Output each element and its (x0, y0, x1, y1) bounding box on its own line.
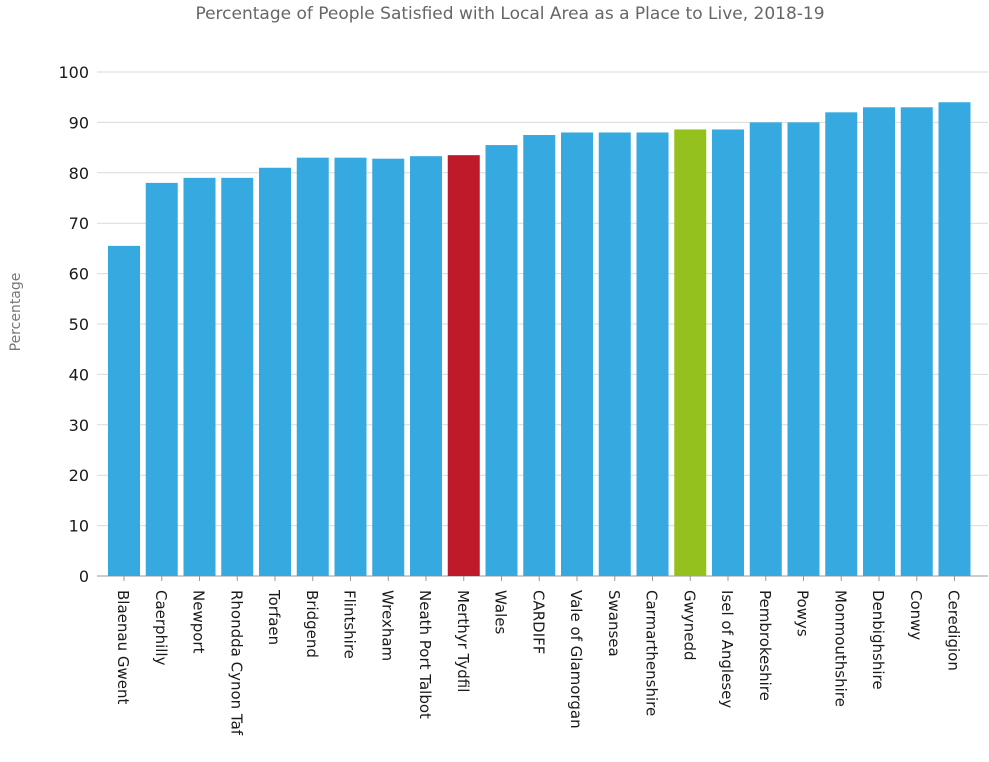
x-tick-label: CARDIFF (529, 590, 547, 654)
bar-merthyr-tydfil (447, 155, 480, 576)
x-tick-label: Monmouthshire (831, 590, 849, 707)
y-tick-label: 0 (79, 567, 89, 586)
x-tick-label: Blaenau Gwent (114, 590, 132, 704)
y-axis-label: Percentage (8, 273, 24, 352)
bar-powys (787, 122, 820, 577)
bar-flintshire (334, 157, 367, 576)
x-tick-label: Vale of Glamorgan (567, 590, 585, 729)
y-tick-label: 20 (69, 466, 89, 485)
bar-vale-of-glamorgan (561, 132, 593, 577)
x-tick-label: Swansea (605, 590, 623, 657)
y-tick-label: 80 (69, 164, 89, 183)
x-tick-label: Merthyr Tydfil (454, 590, 472, 692)
bar-isel-of-anglesey (712, 129, 744, 576)
bar-neath-port-talbot (410, 156, 442, 576)
x-tick-label: Newport (190, 590, 208, 654)
x-tick-label: Gwynedd (680, 590, 698, 661)
y-tick-label: 40 (69, 365, 89, 384)
x-tick-label: Caerphilly (152, 590, 170, 666)
x-tick-label: Isel of Anglesey (718, 590, 736, 708)
bar-newport (183, 177, 216, 576)
x-tick-label: Conwy (907, 590, 925, 640)
bar-swansea (598, 132, 631, 577)
bar-cardiff (523, 135, 556, 576)
x-tick-label: Rhondda Cynon Taf (227, 590, 245, 736)
bar-rhondda-cynon-taf (221, 177, 254, 576)
x-tick-label: Wrexham (378, 590, 396, 661)
bar-gwynedd (674, 129, 707, 576)
x-tick-label: Neath Port Talbot (416, 590, 434, 719)
bar-wrexham (372, 158, 405, 577)
chart-title: Percentage of People Satisfied with Loca… (195, 4, 825, 24)
y-tick-label: 60 (69, 265, 89, 284)
x-tick-label: Torfaen (265, 589, 283, 645)
y-tick-label: 10 (69, 517, 89, 536)
y-tick-label: 100 (58, 63, 89, 82)
bar-blaenau-gwent (108, 245, 140, 576)
x-tick-label: Denbighshire (869, 590, 887, 690)
y-tick-label: 30 (69, 416, 89, 435)
bar-pembrokeshire (749, 122, 782, 577)
bar-torfaen (259, 167, 291, 576)
y-axis-ticks: 0 10 20 30 40 50 60 70 80 90 100 (58, 63, 89, 586)
bar-ceredigion (938, 102, 971, 577)
bar-wales (485, 145, 518, 576)
x-tick-label: Ceredigion (945, 590, 963, 671)
y-tick-label: 90 (69, 113, 89, 132)
x-tick-label: Wales (492, 590, 510, 634)
x-tick-label: Powys (794, 590, 812, 637)
bars (108, 102, 971, 577)
bar-bridgend (296, 157, 329, 576)
y-tick-label: 70 (69, 214, 89, 233)
x-tick-label: Flintshire (341, 590, 359, 659)
bar-denbighshire (863, 107, 895, 576)
bar-conwy (900, 107, 933, 576)
bar-monmouthshire (825, 112, 858, 576)
x-tick-label: Bridgend (303, 590, 321, 658)
x-tick-label: Carmarthenshire (643, 590, 661, 716)
y-tick-label: 50 (69, 315, 89, 334)
bar-caerphilly (145, 182, 178, 576)
x-tick-label: Pembrokeshire (756, 590, 774, 701)
bar-carmarthenshire (636, 132, 669, 577)
x-axis-ticks: Blaenau Gwent Caerphilly Newport Rhondda Cy… (114, 576, 963, 736)
